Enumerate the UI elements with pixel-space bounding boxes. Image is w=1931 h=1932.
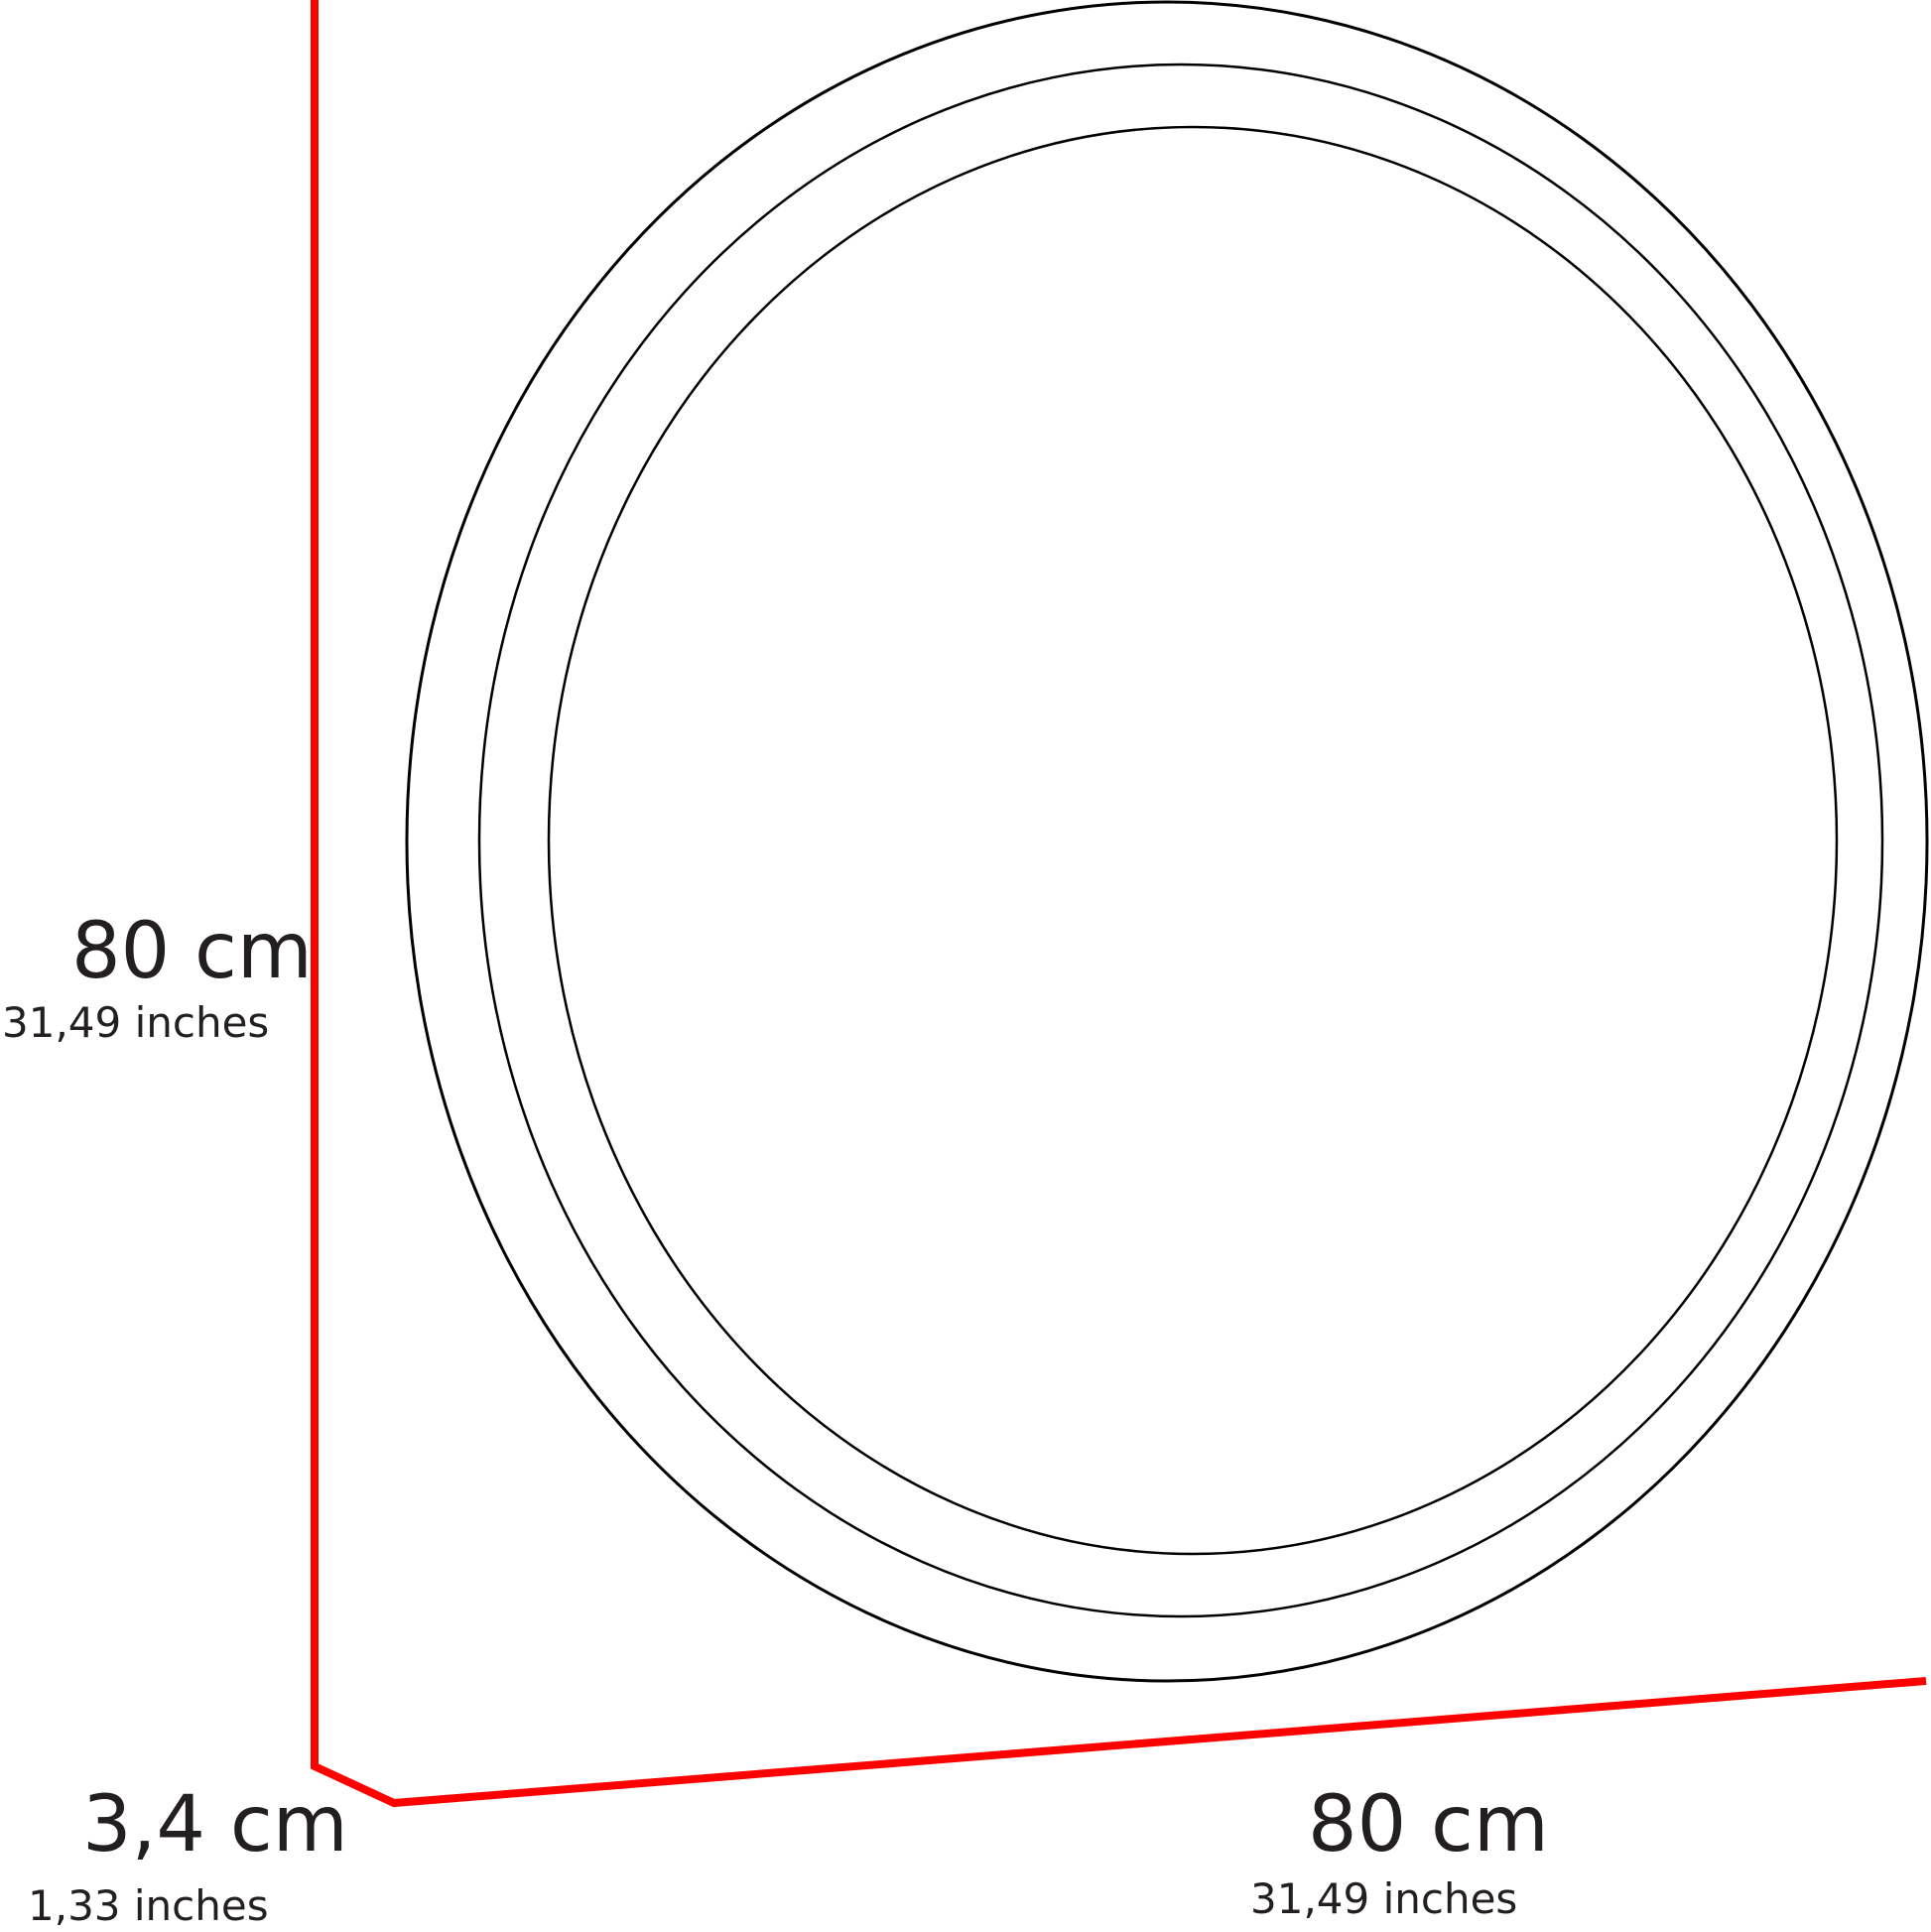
width-imperial: 31,49 inches: [1250, 1874, 1517, 1923]
inner-rim: [547, 125, 1839, 1556]
dimension-lines: [311, 0, 1927, 1808]
depth-imperial: 1,33 inches: [28, 1881, 269, 1930]
outer-rim: [405, 0, 1929, 1683]
mirror-outline: [405, 0, 1929, 1683]
width-metric: 80 cm: [1308, 1780, 1549, 1869]
middle-rim: [477, 63, 1884, 1618]
height-metric: 80 cm: [71, 907, 313, 996]
height-imperial: 31,49 inches: [2, 998, 269, 1047]
depth-metric: 3,4 cm: [82, 1780, 348, 1869]
